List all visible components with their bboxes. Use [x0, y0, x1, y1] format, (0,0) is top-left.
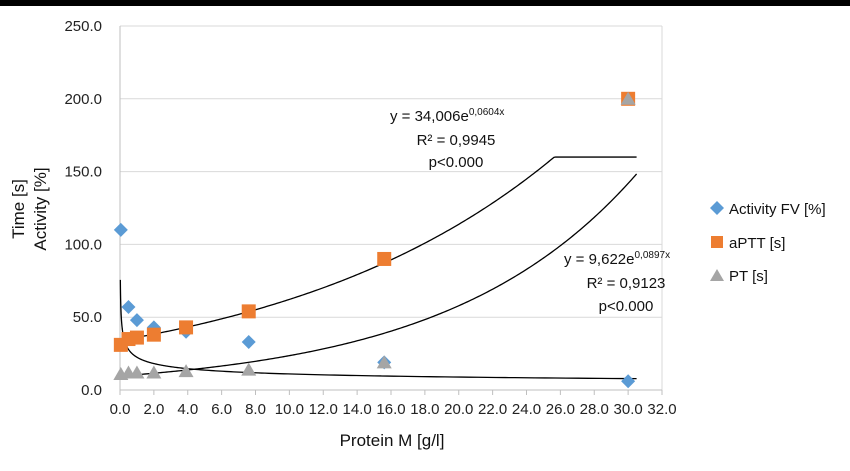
- x-tick-label: 6.0: [211, 401, 232, 418]
- point-activity-fv: [621, 374, 636, 389]
- annotation-aptt-fit: y = 34,006e0,0604x R² = 0,9945 p<0.000: [390, 107, 504, 171]
- legend-marker-triangle: [710, 269, 724, 281]
- annotation-aptt-equation: y = 34,006e0,0604x: [390, 107, 504, 125]
- x-tick-label: 12.0: [309, 401, 338, 418]
- annotation-aptt-p: p<0.000: [429, 154, 484, 171]
- point-pt: [146, 365, 162, 379]
- annotation-pt-p: p<0.000: [599, 298, 654, 315]
- annotation-aptt-r2: R² = 0,9945: [417, 132, 496, 149]
- annotation-pt-r2: R² = 0,9123: [587, 275, 666, 292]
- point-activity-fv: [241, 334, 256, 349]
- point-aptt: [129, 330, 144, 345]
- x-tick-label: 28.0: [580, 401, 609, 418]
- x-tick-label: 10.0: [275, 401, 304, 418]
- x-tick-label: 4.0: [177, 401, 198, 418]
- x-tick-label: 16.0: [376, 401, 405, 418]
- x-tick-labels: 0.0 2.0 4.0 6.0 8.0 10.0 12.0 14.0 16.0 18.0 20.0 2…: [110, 401, 677, 418]
- point-pt: [129, 365, 145, 379]
- y-tick-label: 100.0: [64, 236, 102, 253]
- annotation-pt-fit: y = 9,622e0,0897x R² = 0,9123 p<0.000: [564, 250, 670, 315]
- x-tick-label: 18.0: [410, 401, 439, 418]
- legend-label-activity-fv: Activity FV [%]: [729, 201, 826, 218]
- trendline-1: [119, 173, 638, 377]
- trendline-0: [119, 156, 637, 342]
- y-tick-label: 250.0: [64, 18, 102, 35]
- y-axis-label-line1: Time [s]: [9, 179, 28, 239]
- x-tick-label: 20.0: [444, 401, 473, 418]
- point-pt: [241, 362, 257, 376]
- point-activity-fv: [129, 313, 144, 328]
- x-tick-label: 14.0: [343, 401, 372, 418]
- x-tick-label: 32.0: [647, 401, 676, 418]
- x-tick-label: 26.0: [546, 401, 575, 418]
- point-aptt: [179, 320, 194, 335]
- x-tick-label: 2.0: [143, 401, 164, 418]
- legend-item-pt: PT [s]: [710, 268, 768, 285]
- y-tick-label: 0.0: [81, 382, 102, 399]
- point-aptt: [146, 327, 161, 342]
- trendlines: [119, 156, 638, 380]
- data-points: [113, 91, 636, 389]
- annotation-pt-equation: y = 9,622e0,0897x: [564, 250, 670, 268]
- legend-item-aptt: aPTT [s]: [711, 235, 785, 252]
- x-tick-label: 8.0: [245, 401, 266, 418]
- trendline-2: [119, 279, 637, 380]
- point-aptt: [377, 251, 392, 266]
- point-activity-fv: [113, 222, 128, 237]
- point-activity-fv: [121, 300, 136, 315]
- point-pt: [178, 364, 194, 378]
- x-tick-label: 0.0: [110, 401, 131, 418]
- y-tick-label: 200.0: [64, 91, 102, 108]
- point-aptt: [241, 304, 256, 319]
- axes: [119, 26, 663, 395]
- x-tick-label: 22.0: [478, 401, 507, 418]
- point-pt: [620, 91, 636, 105]
- point-pt: [376, 355, 392, 369]
- legend-marker-square: [711, 236, 723, 248]
- x-tick-label: 30.0: [614, 401, 643, 418]
- y-tick-label: 50.0: [73, 309, 102, 326]
- legend-item-activity-fv: Activity FV [%]: [710, 201, 826, 218]
- legend-label-pt: PT [s]: [729, 268, 768, 285]
- x-tick-label: 24.0: [512, 401, 541, 418]
- legend-label-aptt: aPTT [s]: [729, 235, 785, 252]
- y-tick-labels: 0.0 50.0 100.0 150.0 200.0 250.0: [64, 18, 102, 399]
- legend-marker-diamond: [710, 201, 724, 215]
- gridlines: [120, 25, 663, 390]
- y-tick-label: 150.0: [64, 164, 102, 181]
- legend: Activity FV [%] aPTT [s] PT [s]: [710, 201, 826, 285]
- y-axis-label-line2: Activity [%]: [31, 167, 50, 250]
- top-border-bar: [0, 0, 850, 6]
- x-axis-label: Protein M [g/l]: [340, 431, 445, 450]
